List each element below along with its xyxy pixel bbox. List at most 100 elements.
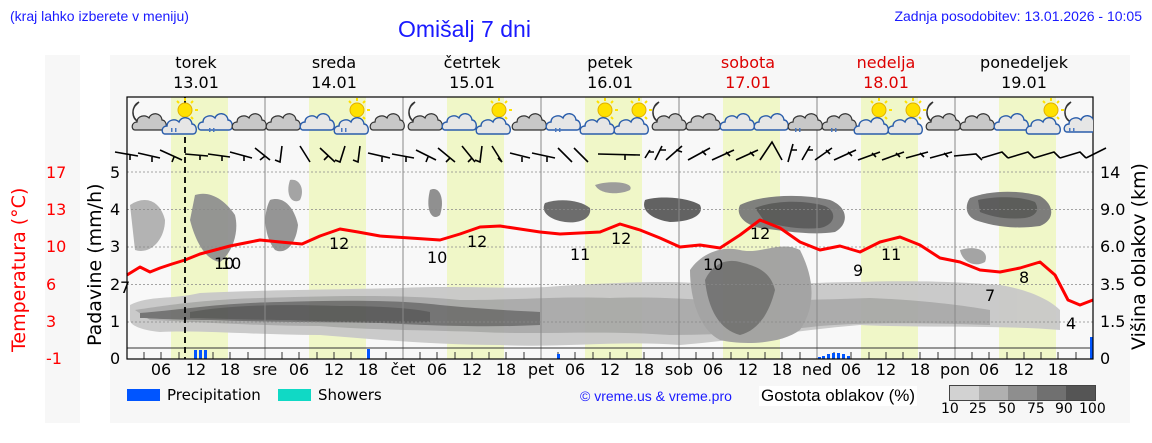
cloud-density-title: Gostota oblakov (%): [759, 386, 918, 406]
day-separators: [264, 97, 956, 359]
temp-tick: 10: [46, 237, 67, 256]
icon-night-cloud: [131, 101, 167, 131]
temp-axis-panel: [45, 55, 80, 423]
icon-cloud-rain: [787, 113, 823, 132]
icon-cloud: [719, 113, 755, 131]
cloud-tick: 3.5: [1100, 275, 1126, 294]
wind-barbs-row: [114, 140, 1107, 164]
x-tick: čet: [390, 360, 416, 379]
icon-cloud: [265, 113, 301, 131]
cloud-height-axis-title: Višina oblakov (km): [1128, 163, 1150, 350]
icon-sun-cloud: [1025, 98, 1065, 135]
temp-label: 12: [611, 229, 632, 248]
x-tick: 12: [323, 360, 345, 379]
icon-cloud: [685, 113, 721, 131]
temperature-line: [126, 218, 1094, 307]
cloud-tick: 14: [1100, 163, 1121, 182]
day-label: torek 13.01: [173, 53, 219, 92]
x-tick: 06: [426, 360, 448, 379]
prec-tick: 2: [110, 275, 121, 294]
x-tick: 06: [702, 360, 724, 379]
temp-label: 4: [1066, 314, 1077, 333]
icon-cloud: [369, 113, 405, 131]
prec-tick: 1: [110, 312, 121, 331]
temp-label: 12: [467, 232, 488, 251]
scale-label: 90: [1055, 401, 1073, 417]
x-tick: 18: [633, 360, 655, 379]
temp-label: 10: [703, 255, 724, 274]
x-tick: 18: [219, 360, 241, 379]
icon-cloud: [511, 113, 547, 131]
x-tick: 12: [461, 360, 483, 379]
prec-tick: 5: [110, 163, 121, 182]
x-tick: 18: [357, 360, 379, 379]
icon-sun-cloud: [853, 98, 893, 135]
icon-night-cloud-rain: [1063, 101, 1093, 133]
temp-label: 12: [750, 224, 771, 243]
icon-night-cloud: [407, 101, 443, 131]
temp-label: 8: [1019, 268, 1030, 287]
x-tick: pet: [527, 360, 555, 379]
day-label: petek 16.01: [587, 53, 633, 92]
day-label: sreda 14.01: [311, 53, 357, 92]
prec-tick: 4: [110, 200, 121, 219]
x-tick: ned: [801, 360, 833, 379]
x-tick: 18: [1047, 360, 1069, 379]
scale-label: 50: [998, 401, 1016, 417]
icon-sun-cloud: [475, 98, 513, 135]
temp-label: 12: [329, 234, 350, 253]
icon-sun-cloud: [887, 98, 927, 135]
x-tick: 12: [1013, 360, 1035, 379]
cloud-density-scale: [949, 385, 1096, 401]
icon-cloud: [993, 113, 1029, 131]
temp-label: 9: [853, 261, 864, 280]
icon-sun-cloud: [613, 98, 653, 135]
icon-cloud-rain: [821, 113, 857, 132]
temp-label: 11: [881, 245, 902, 264]
temp-label: 11: [570, 245, 591, 264]
temp-label: 7: [985, 286, 996, 305]
weather-icons-row: [131, 98, 1093, 135]
x-tick: sre: [252, 360, 278, 379]
scale-label: 100: [1079, 401, 1106, 417]
scale-label: 75: [1027, 401, 1045, 417]
copyright-link[interactable]: © vreme.us & vreme.pro: [580, 388, 732, 404]
cloud-tick: 1.5: [1100, 312, 1126, 331]
last-updated: Zadnja posodobitev: 13.01.2026 - 10:05: [894, 8, 1142, 24]
temperature-axis-title: Temperatura (°C): [8, 187, 30, 352]
x-tick: 12: [737, 360, 759, 379]
scale-label: 10: [941, 401, 959, 417]
icon-night-cloud: [651, 101, 687, 131]
prec-tick: 3: [110, 237, 121, 256]
temp-label: 10: [221, 254, 242, 273]
temp-tick: 13: [46, 200, 67, 219]
temp-tick: 3: [46, 312, 57, 331]
precipitation-legend: Precipitation: [167, 386, 261, 404]
showers-swatch: [278, 389, 311, 401]
temp-label: 10: [214, 254, 235, 273]
x-tick: sob: [664, 360, 694, 379]
icon-cloud: [959, 113, 995, 131]
gridlines: [127, 171, 1093, 323]
icon-cloud: [753, 113, 789, 131]
icon-cloud-rain: [197, 113, 233, 132]
day-label: četrtek 15.01: [443, 53, 501, 92]
icon-cloud: [231, 113, 267, 131]
x-tick: 12: [875, 360, 897, 379]
x-tick: 12: [599, 360, 621, 379]
temp-label: 7: [120, 278, 131, 297]
icon-sun-cloud: [579, 98, 619, 135]
icon-cloud: [299, 113, 335, 131]
day-label: nedelja 18.01: [856, 53, 916, 92]
x-tick: 06: [978, 360, 1000, 379]
x-tick: 18: [495, 360, 517, 379]
x-tick: 12: [185, 360, 207, 379]
x-tick: pon: [939, 360, 971, 379]
icon-sun-cloud-rain: [161, 98, 199, 135]
icon-cloud-rain: [545, 113, 581, 132]
cloud-tick: 9.0: [1100, 200, 1126, 219]
page-title: Omišalj 7 dni: [398, 16, 531, 42]
x-tick: 06: [150, 360, 172, 379]
x-tick: 18: [771, 360, 793, 379]
